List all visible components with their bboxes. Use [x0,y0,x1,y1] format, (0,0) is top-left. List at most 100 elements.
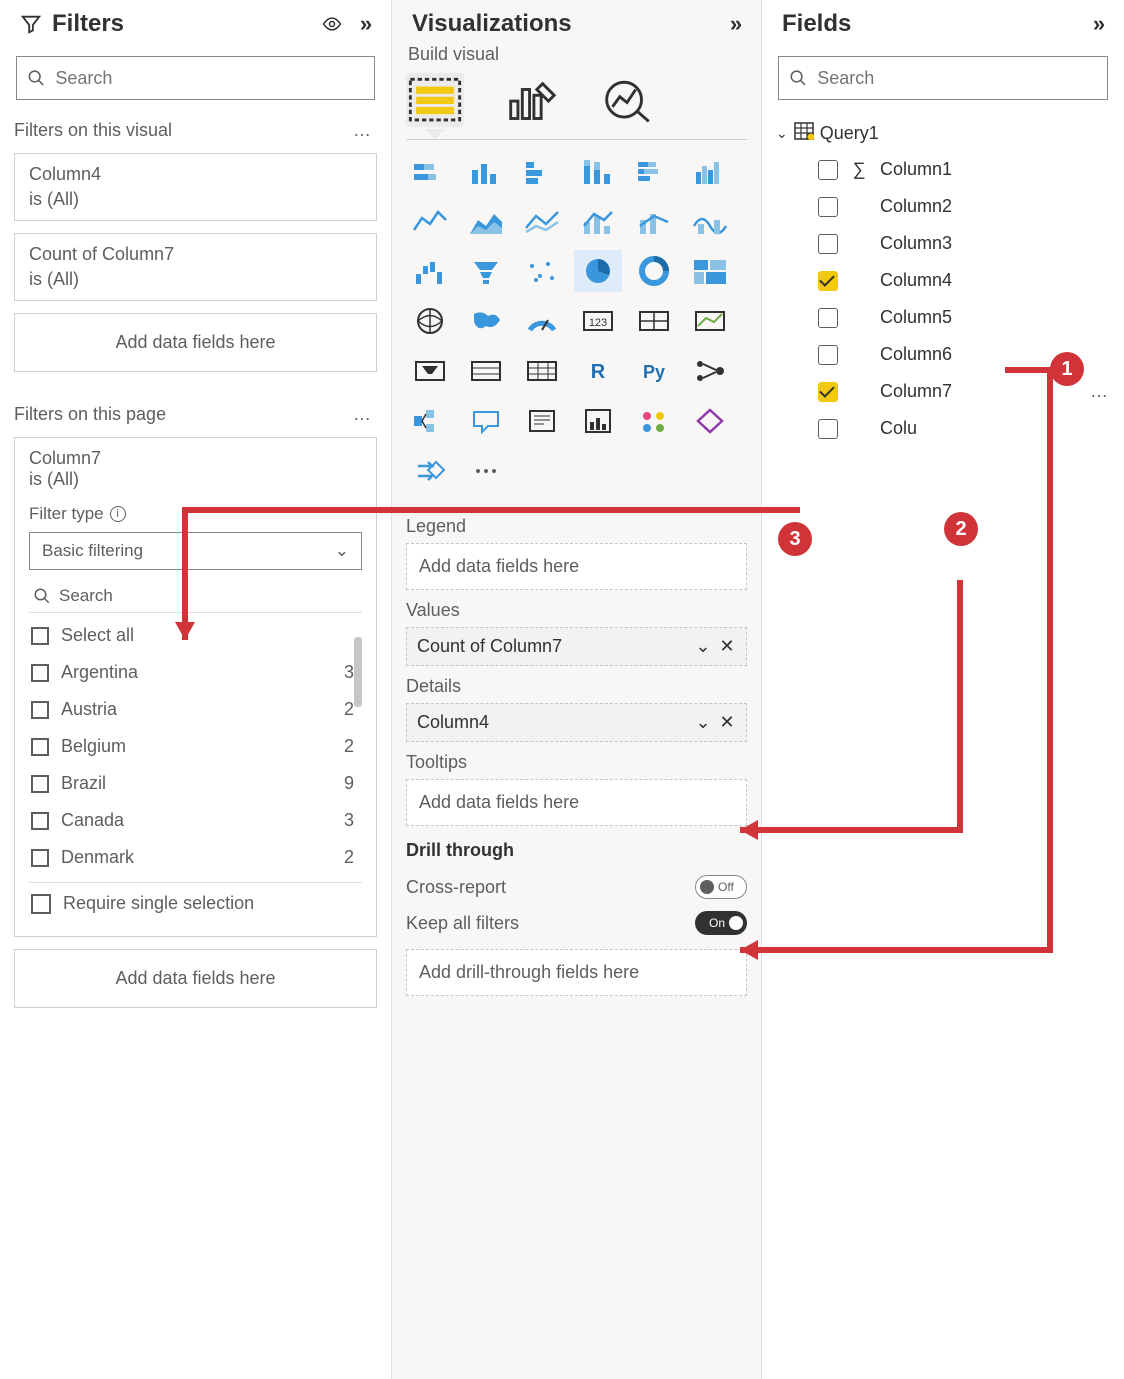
close-icon[interactable]: ✕ [718,714,736,732]
viz-type-item[interactable] [462,200,510,242]
field-checkbox[interactable] [818,382,838,402]
values-well-pill[interactable]: Count of Column7 ⌄ ✕ [406,627,747,666]
format-tab[interactable] [502,73,560,127]
viz-type-item[interactable] [406,150,454,192]
viz-type-item[interactable] [630,400,678,442]
field-checkbox[interactable] [818,308,838,328]
field-checkbox[interactable] [818,271,838,291]
viz-type-item[interactable] [574,200,622,242]
field-item[interactable]: ∑Column1 [776,151,1114,188]
table-node[interactable]: ⌄ Query1 [776,118,1114,151]
viz-type-item[interactable] [462,250,510,292]
collapse-icon[interactable]: » [723,13,745,35]
eye-icon[interactable] [321,13,343,35]
filter-option[interactable]: Austria2 [29,691,362,728]
chevron-down-icon[interactable]: ⌄ [694,638,712,656]
field-item[interactable]: Column3 [776,225,1114,262]
cross-report-toggle[interactable]: Off [695,875,747,899]
keep-filters-toggle[interactable]: On [695,911,747,935]
filter-option[interactable]: Brazil9 [29,765,362,802]
checkbox-icon[interactable] [31,849,49,867]
viz-type-item[interactable] [462,150,510,192]
build-tab[interactable] [406,73,464,127]
field-checkbox[interactable] [818,160,838,180]
viz-type-item[interactable] [518,150,566,192]
field-checkbox[interactable] [818,234,838,254]
viz-type-item[interactable] [686,250,734,292]
viz-type-item[interactable] [406,300,454,342]
fields-search-input[interactable] [815,67,1097,90]
viz-type-item[interactable] [518,400,566,442]
viz-type-item[interactable] [518,350,566,392]
viz-type-item[interactable] [686,300,734,342]
close-icon[interactable]: ✕ [718,638,736,656]
filter-card[interactable]: Count of Column7 is (All) [14,233,377,301]
filter-option[interactable]: Belgium2 [29,728,362,765]
filter-card[interactable]: Column4 is (All) [14,153,377,221]
field-item[interactable]: Column4 [776,262,1114,299]
field-item[interactable]: Column7… [776,373,1114,410]
viz-type-item[interactable] [630,250,678,292]
checkbox-icon[interactable] [31,738,49,756]
filter-inner-search[interactable]: Search [29,580,362,613]
viz-type-item[interactable] [518,200,566,242]
legend-well[interactable]: Add data fields here [406,543,747,590]
tooltips-well[interactable]: Add data fields here [406,779,747,826]
field-checkbox[interactable] [818,419,838,439]
drillthrough-well[interactable]: Add drill-through fields here [406,949,747,996]
more-icon[interactable]: … [1090,381,1110,402]
viz-type-item[interactable] [462,400,510,442]
viz-type-item[interactable] [630,150,678,192]
filter-option[interactable]: Canada3 [29,802,362,839]
fields-search[interactable] [778,56,1108,100]
viz-type-item[interactable] [462,300,510,342]
collapse-icon[interactable]: » [353,13,375,35]
viz-type-item[interactable] [686,150,734,192]
more-icon[interactable]: … [353,120,373,141]
checkbox-icon[interactable] [31,664,49,682]
chevron-down-icon[interactable]: ⌄ [694,714,712,732]
field-item[interactable]: Column5 [776,299,1114,336]
filter-type-select[interactable]: Basic filtering ⌄ [29,532,362,570]
field-item[interactable]: Column2 [776,188,1114,225]
collapse-icon[interactable]: » [1086,13,1108,35]
viz-type-item[interactable] [518,250,566,292]
viz-type-item[interactable] [406,450,454,492]
viz-type-item[interactable] [518,300,566,342]
viz-type-item[interactable] [462,450,510,492]
viz-type-item[interactable]: Py [630,350,678,392]
info-icon[interactable]: i [110,506,126,522]
viz-type-item[interactable] [574,150,622,192]
viz-type-item[interactable] [406,200,454,242]
more-icon[interactable]: … [353,404,373,425]
require-single-selection[interactable]: Require single selection [29,882,362,924]
viz-type-item[interactable] [686,400,734,442]
viz-type-item[interactable] [574,250,622,292]
filter-option[interactable]: Denmark2 [29,839,362,876]
checkbox-icon[interactable] [31,812,49,830]
field-checkbox[interactable] [818,345,838,365]
viz-type-item[interactable] [686,200,734,242]
filters-search[interactable] [16,56,375,100]
add-fields-drop[interactable]: Add data fields here [14,949,377,1008]
viz-type-item[interactable]: 123 [574,300,622,342]
field-item[interactable]: Column6 [776,336,1114,373]
checkbox-icon[interactable] [31,775,49,793]
viz-type-item[interactable] [406,250,454,292]
analytics-tab[interactable] [598,73,656,127]
scrollbar[interactable] [354,637,362,707]
viz-type-item[interactable] [406,350,454,392]
add-fields-drop[interactable]: Add data fields here [14,313,377,372]
viz-type-item[interactable]: R [574,350,622,392]
filter-option[interactable]: Select all [29,617,362,654]
field-item[interactable]: Colu [776,410,1114,447]
viz-type-item[interactable] [574,400,622,442]
viz-type-item[interactable] [630,200,678,242]
viz-type-item[interactable] [686,350,734,392]
checkbox-icon[interactable] [31,701,49,719]
viz-type-item[interactable] [630,300,678,342]
checkbox-icon[interactable] [31,627,49,645]
filters-search-input[interactable] [53,67,364,90]
viz-type-item[interactable] [462,350,510,392]
details-well-pill[interactable]: Column4 ⌄ ✕ [406,703,747,742]
